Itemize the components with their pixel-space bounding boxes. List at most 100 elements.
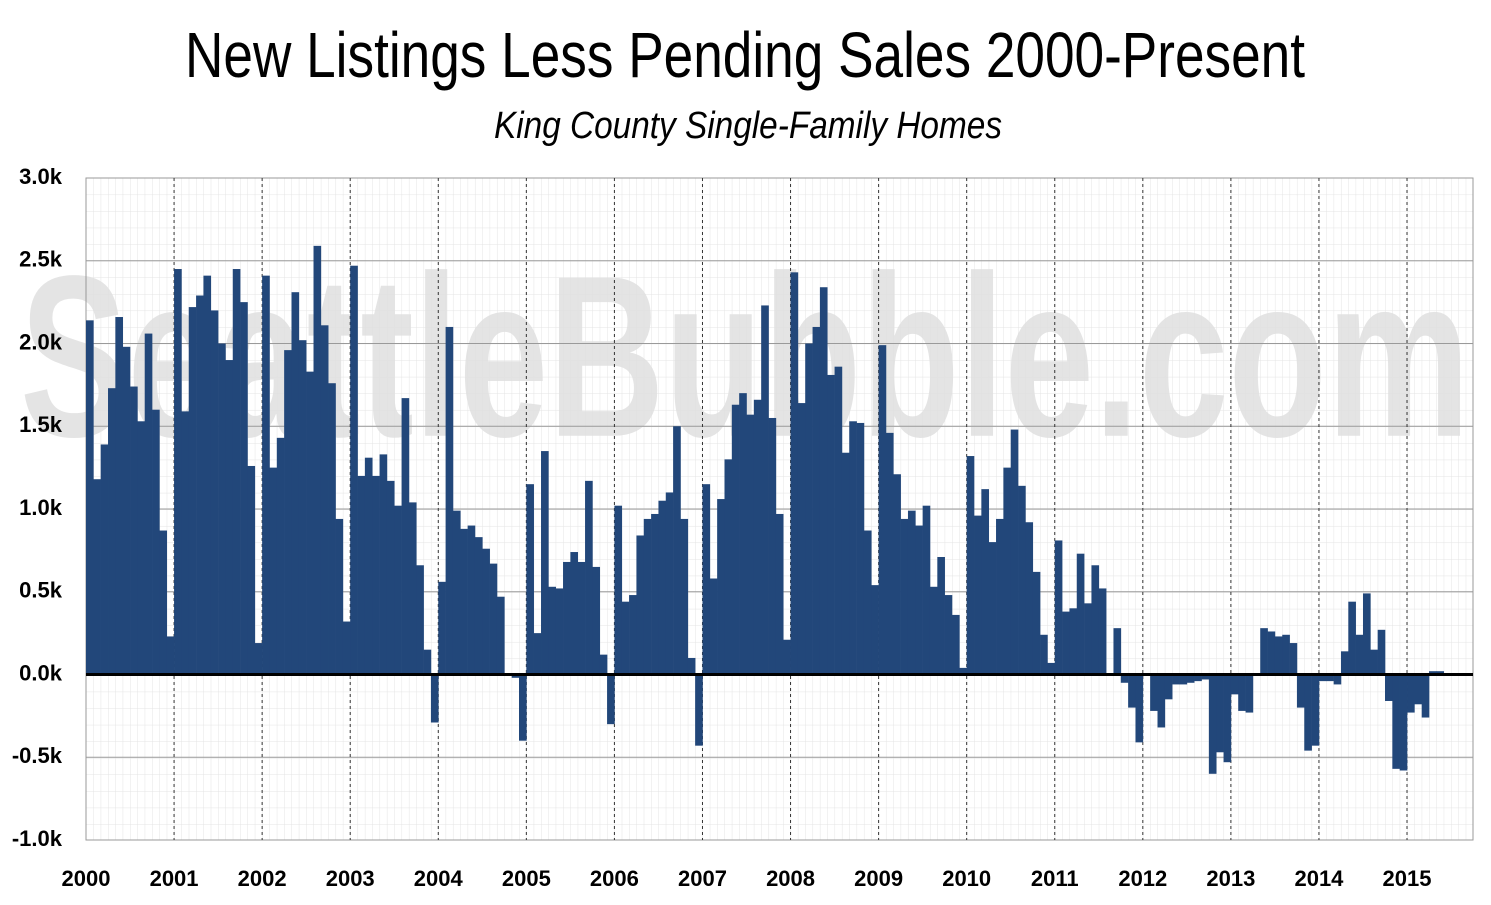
x-tick-label: 2005 bbox=[502, 866, 551, 891]
bar bbox=[93, 479, 101, 675]
bar bbox=[541, 451, 549, 675]
bar bbox=[1355, 634, 1364, 675]
x-tick-label: 2011 bbox=[1031, 866, 1079, 891]
bar bbox=[320, 325, 329, 675]
bar bbox=[269, 467, 278, 675]
bar bbox=[658, 500, 667, 675]
bar bbox=[966, 456, 975, 675]
bar bbox=[1084, 603, 1092, 675]
bar bbox=[1436, 671, 1445, 675]
bar bbox=[1098, 588, 1107, 675]
bar bbox=[724, 459, 733, 675]
bar bbox=[841, 452, 850, 675]
bar bbox=[878, 345, 887, 675]
bar bbox=[761, 305, 769, 675]
bar bbox=[1282, 634, 1290, 675]
bar bbox=[445, 326, 454, 675]
bar bbox=[680, 518, 689, 675]
bar bbox=[885, 432, 894, 675]
bar bbox=[386, 480, 395, 675]
bar bbox=[430, 674, 439, 723]
bar bbox=[974, 515, 982, 675]
bar bbox=[254, 643, 263, 675]
bar bbox=[643, 518, 652, 675]
bar bbox=[805, 343, 813, 675]
bar bbox=[159, 530, 168, 675]
bar bbox=[922, 505, 931, 675]
bar bbox=[1069, 608, 1078, 675]
bar bbox=[1333, 674, 1342, 685]
bar bbox=[1238, 674, 1246, 711]
bar bbox=[812, 326, 821, 675]
bar bbox=[1296, 674, 1305, 708]
bar bbox=[144, 333, 153, 675]
bar bbox=[1062, 611, 1070, 675]
bar bbox=[1421, 674, 1430, 718]
bar bbox=[929, 586, 938, 675]
bar bbox=[306, 371, 314, 675]
bar bbox=[709, 578, 718, 675]
bar bbox=[1348, 601, 1356, 675]
bar bbox=[996, 518, 1004, 675]
bar bbox=[1407, 674, 1415, 713]
bar bbox=[137, 421, 146, 675]
bar bbox=[717, 499, 725, 675]
bar bbox=[511, 674, 520, 678]
bar bbox=[364, 457, 373, 675]
y-tick-label: 0.0k bbox=[19, 660, 63, 685]
bar bbox=[1318, 674, 1327, 682]
bar bbox=[1245, 674, 1254, 713]
bar bbox=[673, 426, 681, 675]
bar bbox=[1429, 671, 1437, 675]
bar bbox=[526, 484, 534, 675]
bar bbox=[687, 657, 696, 675]
y-tick-label: 2.0k bbox=[19, 329, 63, 354]
bar bbox=[790, 272, 799, 675]
bar bbox=[174, 269, 182, 675]
bar bbox=[1216, 674, 1224, 753]
x-tick-label: 2007 bbox=[678, 866, 727, 891]
bar bbox=[460, 528, 468, 675]
bar bbox=[108, 388, 116, 675]
bar bbox=[203, 275, 212, 675]
bar bbox=[188, 307, 197, 675]
bar bbox=[1274, 636, 1283, 675]
bar bbox=[1113, 628, 1122, 675]
bar bbox=[1040, 634, 1048, 675]
x-tick-label: 2009 bbox=[854, 866, 903, 891]
bar bbox=[122, 346, 131, 675]
bar bbox=[1018, 485, 1026, 675]
bar bbox=[1179, 674, 1188, 685]
bar bbox=[350, 265, 358, 675]
bar bbox=[474, 537, 483, 675]
y-tick-label: 1.0k bbox=[19, 495, 63, 520]
bar bbox=[394, 505, 402, 675]
x-tick-label: 2003 bbox=[326, 866, 375, 891]
bar bbox=[599, 654, 608, 675]
bar bbox=[467, 525, 476, 675]
bar bbox=[952, 614, 960, 675]
bar bbox=[379, 454, 388, 675]
bar bbox=[452, 510, 461, 675]
bar bbox=[577, 561, 586, 675]
y-tick-label: -1.0k bbox=[12, 826, 63, 851]
bar bbox=[1157, 674, 1166, 728]
bar bbox=[783, 639, 791, 675]
bar bbox=[1385, 674, 1393, 701]
bar bbox=[196, 295, 204, 675]
bar bbox=[1120, 674, 1129, 683]
bar bbox=[981, 489, 989, 675]
bar bbox=[775, 513, 784, 675]
y-tick-label: 3.0k bbox=[19, 164, 63, 189]
y-tick-label: 1.5k bbox=[19, 412, 63, 437]
bar bbox=[585, 480, 593, 675]
bar bbox=[1392, 674, 1400, 769]
bar bbox=[1047, 662, 1056, 675]
bar bbox=[548, 586, 556, 675]
bar bbox=[636, 535, 645, 675]
bar bbox=[1230, 674, 1239, 695]
bar bbox=[739, 393, 747, 675]
bar bbox=[1164, 674, 1173, 700]
